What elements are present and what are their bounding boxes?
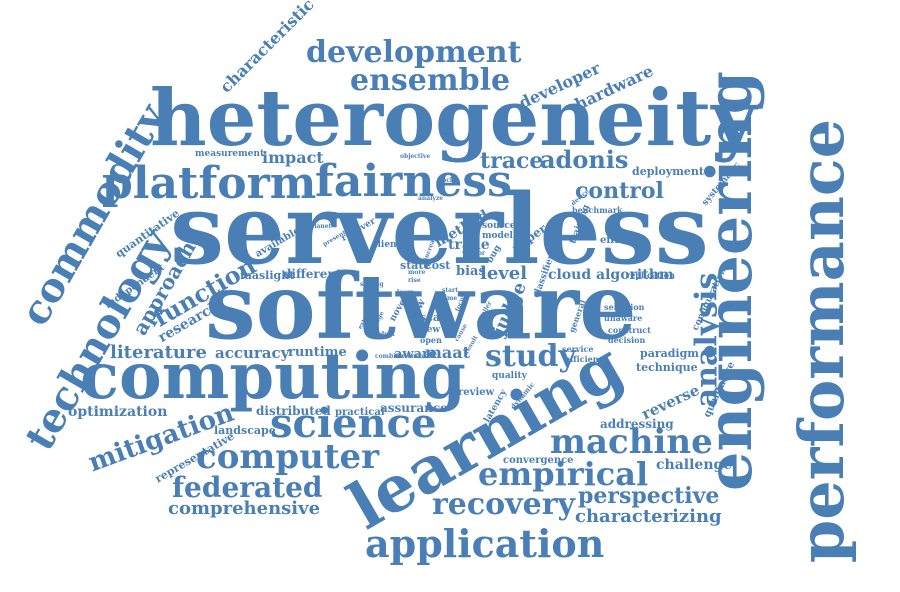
word-conduct: conduct <box>368 331 395 338</box>
word-heterogeneity: heterogeneity <box>150 73 757 164</box>
word-replication: replication <box>626 270 675 280</box>
word-benchmark: benchmark <box>572 205 623 215</box>
word-deployment: deployment <box>632 165 705 178</box>
word-measurement: measurement <box>195 149 265 159</box>
word-combine: combine <box>375 353 404 360</box>
word-perspective: perspective <box>578 483 720 509</box>
word-selection: selection <box>604 302 645 312</box>
word-distributed: distributed <box>256 404 331 418</box>
word-bias: bias <box>456 264 486 279</box>
word-optimization: optimization <box>68 404 168 420</box>
word-vendor: vendor <box>462 250 486 257</box>
word-study: study <box>485 339 576 374</box>
word-characterizing: characterizing <box>575 506 722 527</box>
word-construct: construct <box>608 325 651 335</box>
word-practical: practical <box>335 407 385 418</box>
word-objective: objective <box>400 153 431 160</box>
word-client: client <box>372 240 401 250</box>
word-development: development <box>306 35 522 70</box>
word-setting: setting <box>360 281 384 288</box>
word-impact: impact <box>262 148 324 167</box>
word-control: control <box>575 178 664 204</box>
word-addressing: addressing <box>600 417 674 431</box>
word-computer: computer <box>196 437 380 477</box>
word-model: model <box>482 231 513 241</box>
word-state: state <box>400 259 431 272</box>
word-trace: trace <box>480 148 544 174</box>
word-aware: aware <box>394 347 438 362</box>
word-science: science <box>270 400 437 447</box>
word-performance: performance <box>785 118 859 564</box>
word-review: review <box>458 387 495 398</box>
word-convergence: convergence <box>503 455 574 466</box>
word-cloud-algorithm: cloud algorithm <box>548 267 674 283</box>
word-decision: decision <box>608 335 646 345</box>
word-maat: maat <box>425 343 471 362</box>
word-software: software <box>205 254 637 360</box>
word-paradigm: paradigm <box>640 347 699 360</box>
word-extensive: extensive <box>397 353 429 360</box>
word-faaslight: faaslight <box>240 269 295 282</box>
word-recovery: recovery <box>432 487 575 522</box>
word-cost: cost <box>425 259 451 272</box>
word-rise: rise <box>408 277 421 284</box>
word-platform: platform <box>102 158 317 209</box>
word-efficiency: efficiency <box>565 354 609 364</box>
word-literature: literature <box>110 342 207 363</box>
word-adonis: adonis <box>540 145 629 174</box>
word-assurance: assurance <box>380 401 448 415</box>
word-time: time <box>442 295 458 302</box>
word-analyze: analyze <box>418 195 444 202</box>
word-lock: lock <box>440 177 455 184</box>
word-ensemble: ensemble <box>350 63 511 98</box>
word-runtime: runtime <box>288 345 347 360</box>
word-trade: trade <box>448 237 490 253</box>
word-different: different <box>283 267 342 281</box>
word-learn: learn <box>397 289 415 296</box>
word-more: more <box>408 269 426 276</box>
word-unaware: unaware <box>604 313 643 323</box>
word-computing: computing <box>80 339 466 414</box>
word-service: service <box>562 344 594 354</box>
word-accuracy: accuracy <box>215 344 290 362</box>
word-serverless: serverless <box>170 173 709 286</box>
word-scale: scale <box>420 311 452 324</box>
word-planet: planet <box>310 223 332 230</box>
word-comprehensive: comprehensive <box>168 498 321 519</box>
word-empirical: empirical <box>478 455 649 493</box>
word-level: level <box>480 263 528 284</box>
word-start: start <box>442 287 458 294</box>
word-landscape: landscape <box>214 424 276 437</box>
word-quality: quality <box>492 371 527 381</box>
word-efficient: efficient <box>600 235 647 246</box>
word-fairness: fairness <box>315 156 512 207</box>
word-machine: machine <box>550 422 713 462</box>
word-source: source <box>482 221 516 231</box>
word-application: application <box>365 521 605 566</box>
word-technique: technique <box>636 361 698 374</box>
word-open: open <box>420 335 442 345</box>
word-challenge: challenge <box>656 457 733 473</box>
word-federated: federated <box>172 471 323 504</box>
word-view: view <box>418 325 441 335</box>
